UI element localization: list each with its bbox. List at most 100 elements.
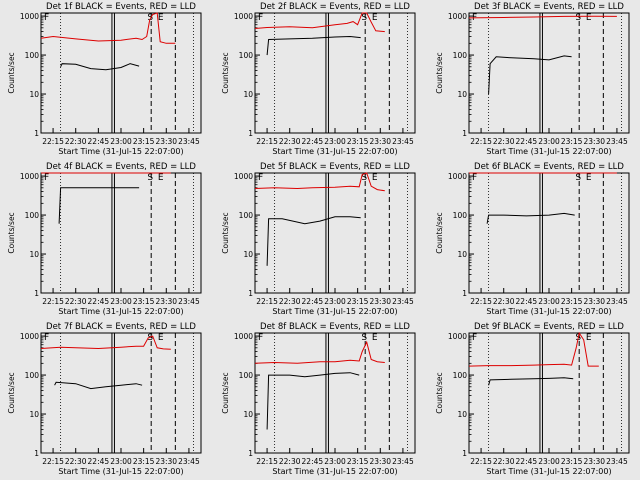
panel-det-9f: Det 9f BLACK = Events, RED = LLD 1 10 100 10… — [435, 322, 630, 476]
events-series-line — [266, 35, 361, 56]
x-tick-label: 23:45 — [392, 457, 414, 466]
x-tick-label: 22:15 — [42, 137, 64, 146]
y-tick-label: 100 — [239, 51, 254, 60]
x-tick-label: 23:45 — [606, 297, 628, 306]
x-tick-label: 23:00 — [324, 457, 346, 466]
event-marker-e: E — [372, 13, 378, 23]
panel-title: Det 5f BLACK = Events, RED = LLD — [260, 162, 410, 172]
y-tick-label: 10 — [457, 90, 467, 99]
y-tick-label: 1000 — [20, 172, 39, 181]
x-tick-label: 23:00 — [110, 137, 132, 146]
x-axis-label: Start Time (31-Jul-15 22:07:00) — [272, 467, 397, 476]
y-tick-label: 1 — [34, 289, 39, 298]
y-tick-label: 10 — [29, 90, 39, 99]
y-tick-label: 1000 — [448, 332, 467, 341]
panel-title: Det 8f BLACK = Events, RED = LLD — [260, 322, 410, 332]
panel-det-6f: Det 6f BLACK = Events, RED = LLD 1 10 100 10… — [435, 162, 630, 316]
panel-title: Det 6f BLACK = Events, RED = LLD — [474, 162, 624, 172]
x-tick-label: 23:45 — [392, 297, 414, 306]
y-axis-label: Counts/sec — [435, 212, 444, 253]
event-marker-s: S — [147, 333, 153, 343]
y-axis-label: Counts/sec — [7, 52, 16, 93]
panel-det-4f: Det 4f BLACK = Events, RED = LLD 1 10 100 10… — [7, 162, 202, 316]
x-axis-label: Start Time (31-Jul-15 22:07:00) — [486, 467, 611, 476]
y-tick-label: 1000 — [234, 332, 253, 341]
x-tick-label: 22:15 — [42, 297, 64, 306]
y-tick-label: 10 — [243, 250, 253, 259]
lld-series-line — [468, 15, 617, 19]
x-tick-label: 22:45 — [516, 457, 538, 466]
x-tick-label: 22:45 — [516, 137, 538, 146]
events-series-line — [266, 372, 360, 430]
x-tick-label: 22:30 — [279, 137, 301, 146]
x-tick-label: 22:30 — [65, 457, 87, 466]
panel-det-2f: Det 2f BLACK = Events, RED = LLD 1 10 100 10… — [221, 2, 416, 156]
y-tick-label: 10 — [243, 90, 253, 99]
event-marker-f: F — [258, 173, 263, 183]
x-tick-label: 22:15 — [256, 457, 278, 466]
x-axis-label: Start Time (31-Jul-15 22:07:00) — [486, 147, 611, 156]
x-tick-label: 23:30 — [369, 457, 391, 466]
event-marker-e: E — [586, 13, 592, 23]
panel-det-1f: Det 1f BLACK = Events, RED = LLD 1 10 100 10… — [7, 2, 202, 156]
event-marker-e: E — [158, 13, 164, 23]
panel-title: Det 7f BLACK = Events, RED = LLD — [46, 322, 196, 332]
lld-series-line — [468, 331, 599, 367]
panel-det-3f: Det 3f BLACK = Events, RED = LLD 1 10 100 10… — [435, 2, 630, 156]
x-tick-label: 22:15 — [42, 457, 64, 466]
x-tick-label: 22:45 — [302, 297, 324, 306]
y-axis-label: Counts/sec — [221, 212, 230, 253]
y-tick-label: 100 — [25, 211, 40, 220]
y-axis-label: Counts/sec — [435, 52, 444, 93]
y-tick-label: 100 — [453, 371, 468, 380]
x-tick-label: 23:00 — [538, 137, 560, 146]
panel-det-8f: Det 8f BLACK = Events, RED = LLD 1 10 100 10… — [221, 322, 416, 476]
x-tick-label: 23:30 — [155, 297, 177, 306]
event-marker-s: S — [575, 173, 581, 183]
y-tick-label: 1000 — [20, 12, 39, 21]
y-tick-label: 100 — [239, 211, 254, 220]
x-tick-label: 22:30 — [279, 457, 301, 466]
x-tick-label: 23:15 — [561, 137, 583, 146]
x-tick-label: 23:30 — [369, 297, 391, 306]
x-tick-label: 23:30 — [155, 137, 177, 146]
events-series-line — [488, 55, 572, 95]
event-marker-s: S — [361, 333, 367, 343]
x-tick-label: 22:45 — [516, 297, 538, 306]
x-tick-label: 23:30 — [583, 297, 605, 306]
x-tick-label: 23:30 — [369, 137, 391, 146]
x-tick-label: 22:30 — [279, 297, 301, 306]
panel-title: Det 2f BLACK = Events, RED = LLD — [260, 2, 410, 12]
x-axis-label: Start Time (31-Jul-15 22:07:00) — [272, 307, 397, 316]
x-axis-label: Start Time (31-Jul-15 22:07:00) — [272, 147, 397, 156]
y-tick-label: 100 — [453, 51, 468, 60]
event-marker-f: F — [472, 333, 477, 343]
y-tick-label: 1 — [248, 449, 253, 458]
x-tick-label: 22:45 — [302, 137, 324, 146]
y-axis-label: Counts/sec — [221, 52, 230, 93]
x-tick-label: 23:15 — [133, 297, 155, 306]
y-tick-label: 100 — [25, 51, 40, 60]
event-marker-f: F — [44, 333, 49, 343]
y-tick-label: 1 — [34, 129, 39, 138]
x-tick-label: 22:15 — [470, 297, 492, 306]
lld-series-line — [254, 172, 385, 192]
x-tick-label: 22:15 — [470, 457, 492, 466]
x-tick-label: 23:45 — [178, 137, 200, 146]
x-tick-label: 22:15 — [470, 137, 492, 146]
event-marker-e: E — [158, 333, 164, 343]
x-tick-label: 23:00 — [110, 457, 132, 466]
x-tick-label: 23:15 — [133, 137, 155, 146]
event-marker-e: E — [372, 173, 378, 183]
x-axis-label: Start Time (31-Jul-15 22:07:00) — [58, 467, 183, 476]
y-tick-label: 1000 — [234, 172, 253, 181]
y-tick-label: 100 — [239, 371, 254, 380]
event-marker-e: E — [372, 333, 378, 343]
x-axis-label: Start Time (31-Jul-15 22:07:00) — [58, 307, 183, 316]
x-tick-label: 23:45 — [178, 297, 200, 306]
x-tick-label: 23:30 — [583, 457, 605, 466]
y-tick-label: 1 — [462, 129, 467, 138]
x-tick-label: 22:30 — [493, 297, 515, 306]
events-series-line — [486, 212, 575, 224]
x-tick-label: 22:15 — [256, 137, 278, 146]
